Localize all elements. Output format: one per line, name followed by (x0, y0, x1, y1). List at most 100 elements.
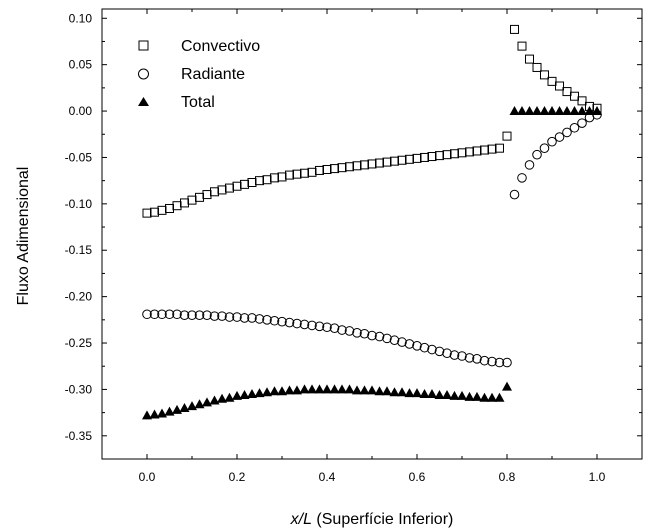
point-radiante (262, 315, 272, 325)
point-total (367, 385, 377, 395)
point-convectivo (577, 96, 587, 106)
point-total (389, 387, 400, 397)
point-total (404, 388, 415, 398)
point-convectivo (397, 155, 407, 165)
x-tick-label: 0.6 (409, 470, 426, 484)
point-total (554, 106, 565, 116)
x-tick-label: 0.0 (139, 470, 156, 484)
point-total (577, 106, 588, 116)
point-total (352, 385, 363, 395)
point-radiante (382, 333, 392, 344)
point-convectivo (494, 143, 504, 153)
point-total (262, 387, 273, 397)
legend-marker-total (138, 97, 149, 106)
legend: Convectivo Radiante Total (138, 38, 260, 111)
point-radiante (202, 310, 212, 320)
point-convectivo (510, 24, 520, 34)
point-total (277, 386, 287, 396)
point-radiante (239, 313, 250, 323)
point-total (224, 392, 235, 402)
point-radiante (412, 341, 422, 351)
point-radiante (269, 315, 280, 326)
y-tick-label: 0.10 (69, 11, 93, 25)
y-tick-label: -0.35 (65, 429, 93, 443)
point-total (374, 386, 385, 396)
point-radiante (427, 344, 437, 355)
point-convectivo (487, 144, 497, 154)
point-radiante (547, 136, 557, 147)
point-radiante (314, 321, 325, 332)
point-radiante (577, 118, 587, 128)
point-total (426, 389, 437, 399)
legend-label-convectivo: Convectivo (181, 38, 260, 55)
point-total (149, 409, 160, 419)
point-radiante (179, 310, 190, 320)
point-total (172, 404, 183, 414)
point-convectivo (285, 170, 295, 180)
point-radiante (404, 339, 415, 349)
point-radiante (344, 326, 355, 336)
point-total (442, 389, 453, 399)
point-total (494, 392, 505, 402)
point-total (532, 106, 543, 116)
point-radiante (374, 331, 385, 342)
point-radiante (187, 310, 197, 320)
point-radiante (164, 309, 175, 320)
point-convectivo (555, 81, 565, 91)
legend-label-radiante: Radiante (181, 66, 245, 83)
x-axis-title-italic: x/L (290, 511, 312, 528)
point-radiante (142, 309, 152, 320)
point-radiante (502, 357, 512, 368)
point-radiante (434, 346, 445, 357)
point-total (457, 390, 467, 400)
y-axis-title: Fluxo Adimensional (15, 167, 32, 306)
point-total (299, 384, 310, 394)
point-radiante (247, 313, 257, 323)
point-total (217, 393, 228, 403)
point-radiante (472, 353, 482, 364)
point-radiante (322, 322, 332, 333)
point-radiante (539, 143, 550, 153)
point-total (561, 106, 572, 116)
point-radiante (442, 348, 452, 359)
y-tick-label: -0.25 (65, 336, 93, 350)
y-tick-label: -0.10 (65, 197, 93, 211)
y-tick-label: 0.00 (69, 104, 93, 118)
point-total (239, 389, 250, 399)
point-radiante (284, 317, 295, 328)
point-radiante (554, 132, 565, 142)
legend-label-total: Total (181, 94, 215, 111)
point-total (509, 106, 520, 116)
point-total (516, 106, 527, 116)
point-radiante (209, 311, 220, 321)
point-radiante (509, 189, 520, 200)
point-convectivo (442, 150, 452, 160)
point-radiante (194, 310, 205, 320)
point-convectivo (562, 87, 572, 97)
point-total (592, 106, 602, 116)
x-tick-label: 0.8 (499, 470, 516, 484)
point-total (336, 384, 347, 394)
point-total (449, 390, 460, 400)
point-total (344, 384, 355, 394)
point-total (419, 389, 430, 399)
point-total (246, 389, 257, 399)
axis-tick-labels: 0.0 0.2 0.4 0.6 0.8 1.0 0.10 0.05 0.00 -0.05 -0.10… (65, 11, 606, 484)
point-radiante (457, 351, 467, 361)
point-total (524, 106, 535, 116)
point-total (471, 391, 482, 401)
point-radiante (337, 325, 347, 335)
point-total (487, 392, 498, 402)
point-total (329, 384, 340, 394)
point-total (164, 406, 175, 416)
point-total (434, 389, 445, 399)
point-radiante (292, 318, 302, 329)
point-radiante (352, 328, 362, 338)
point-radiante (307, 320, 317, 331)
x-tick-label: 1.0 (589, 470, 606, 484)
point-convectivo (240, 179, 250, 189)
point-total (307, 384, 318, 394)
point-radiante (517, 173, 527, 183)
point-radiante (479, 355, 490, 366)
